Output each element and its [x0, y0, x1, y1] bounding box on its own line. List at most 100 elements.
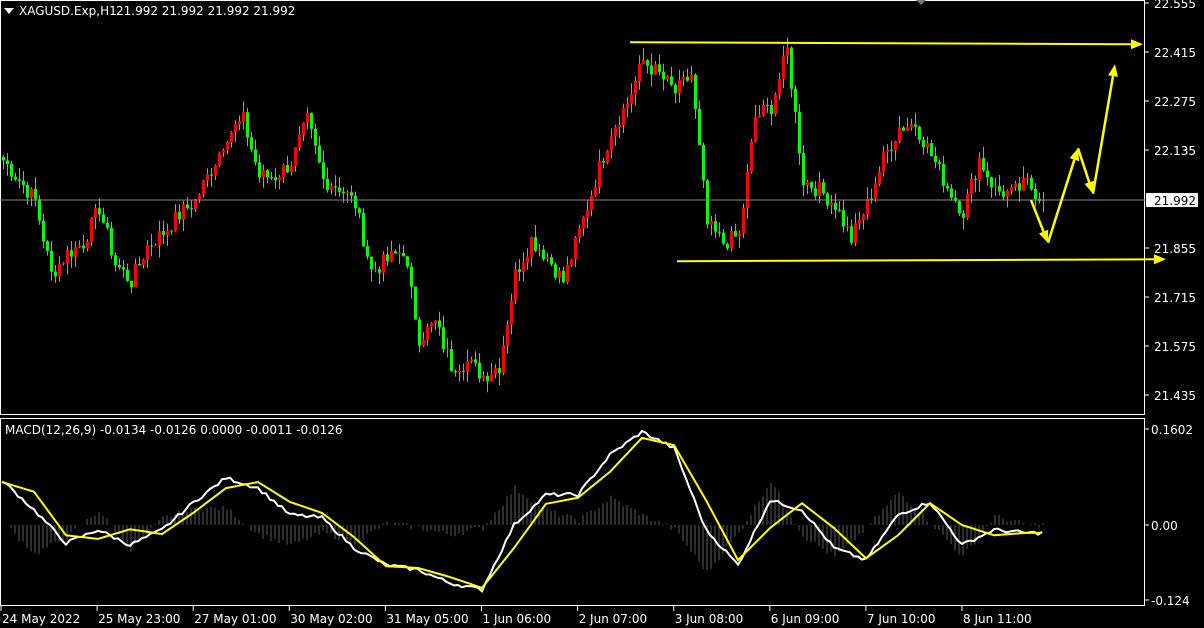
- candle-body: [74, 246, 77, 257]
- candle-body: [582, 216, 585, 229]
- candle-body: [210, 174, 213, 176]
- candle-body: [698, 108, 701, 145]
- time-tick-label: 8 Jun 11:00: [963, 612, 1032, 626]
- candle-body: [282, 164, 285, 178]
- candle-body: [410, 266, 413, 287]
- candle-body: [314, 128, 317, 146]
- candle-body: [978, 158, 981, 181]
- price-tick-label: 21.575: [1154, 340, 1196, 354]
- candle-body: [642, 60, 645, 65]
- candle-body: [854, 223, 857, 243]
- time-axis[interactable]: 24 May 2022 25 May 23:00 27 May 01:00 30 Ma…: [0, 606, 1032, 626]
- candle-body: [78, 245, 81, 247]
- candle-body: [354, 195, 357, 209]
- candle-body: [182, 204, 185, 220]
- candle-body: [286, 164, 289, 173]
- candle-body: [982, 158, 985, 171]
- candle-body: [870, 198, 873, 200]
- candle-body: [750, 141, 753, 172]
- candle-body: [710, 221, 713, 225]
- projection-arrow[interactable]: [1076, 147, 1094, 194]
- time-tick-label: 1 Jun 06:00: [483, 612, 552, 626]
- candle-body: [438, 320, 441, 328]
- price-tick-label: 22.275: [1154, 95, 1196, 109]
- candle-body: [906, 127, 909, 131]
- candle-body: [454, 371, 457, 373]
- candle-body: [106, 222, 109, 228]
- candle-body: [778, 78, 781, 95]
- candle-body: [630, 94, 633, 104]
- candle-body: [494, 368, 497, 375]
- candle-body: [974, 178, 977, 181]
- candle-body: [634, 81, 637, 95]
- candle-body: [214, 165, 217, 176]
- candle-body: [242, 112, 245, 122]
- projection-arrow[interactable]: [1029, 199, 1049, 243]
- candle-body: [718, 231, 721, 233]
- candle-body: [966, 194, 969, 218]
- projection-arrow[interactable]: [1046, 148, 1080, 244]
- candle-body: [894, 141, 897, 151]
- candle-body: [886, 149, 889, 152]
- candle-body: [26, 184, 29, 198]
- candle-body: [134, 264, 137, 288]
- candle-body: [622, 107, 625, 125]
- candle-body: [950, 188, 953, 198]
- candle-body: [546, 257, 549, 260]
- candle-body: [366, 246, 369, 257]
- candles: [2, 37, 1045, 393]
- candle-body: [202, 180, 205, 195]
- candle-body: [598, 160, 601, 188]
- candle-body: [990, 177, 993, 188]
- candle-body: [934, 156, 937, 163]
- triangle-down-icon[interactable]: [4, 8, 14, 14]
- chart-frames: [0, 0, 1145, 606]
- arrow-head-icon: [1069, 148, 1080, 162]
- projection-arrow[interactable]: [1091, 64, 1118, 194]
- chart-shift-marker-icon[interactable]: [916, 0, 926, 5]
- candle-body: [478, 362, 481, 379]
- candle-body: [882, 151, 885, 172]
- candle-body: [234, 124, 237, 133]
- candle-body: [310, 112, 313, 129]
- candle-body: [738, 233, 741, 237]
- candle-body: [274, 177, 277, 181]
- candle-body: [858, 220, 861, 224]
- candle-body: [566, 264, 569, 283]
- candle-body: [802, 153, 805, 185]
- candle-body: [522, 262, 525, 272]
- candle-body: [402, 252, 405, 257]
- candle-body: [918, 126, 921, 140]
- candle-body: [34, 188, 37, 200]
- candle-body: [350, 192, 353, 196]
- candle-body: [782, 55, 785, 79]
- time-tick-label: 25 May 23:00: [98, 612, 180, 626]
- candle-body: [146, 245, 149, 260]
- candle-body: [318, 145, 321, 163]
- candle-body: [578, 228, 581, 237]
- candle-body: [446, 348, 449, 350]
- candle-body: [110, 227, 113, 256]
- candle-body: [418, 319, 421, 346]
- resistance-trendline[interactable]: [629, 39, 1143, 50]
- candle-body: [586, 210, 589, 217]
- support-trendline[interactable]: [676, 254, 1166, 265]
- price-tick-label: 21.715: [1154, 291, 1196, 305]
- candle-body: [30, 188, 33, 198]
- candle-body: [930, 143, 933, 157]
- candle-body: [442, 327, 445, 349]
- candle-body: [82, 245, 85, 249]
- annotations[interactable]: [629, 39, 1166, 265]
- candle-body: [14, 176, 17, 180]
- candle-body: [722, 232, 725, 244]
- candle-body: [1022, 178, 1025, 191]
- candle-body: [946, 185, 949, 189]
- time-tick-label: 24 May 2022: [2, 612, 80, 626]
- candle-body: [838, 209, 841, 211]
- price-tick-label: 22.555: [1154, 0, 1196, 11]
- price-axis[interactable]: 22.555 22.415 22.275 22.135 21.992 21.855 21.7…: [1145, 0, 1198, 403]
- candle-body: [670, 76, 673, 85]
- ohlc-label: 21.992 21.992 21.992 21.992: [116, 4, 295, 18]
- price-tick-label: 21.855: [1154, 242, 1196, 256]
